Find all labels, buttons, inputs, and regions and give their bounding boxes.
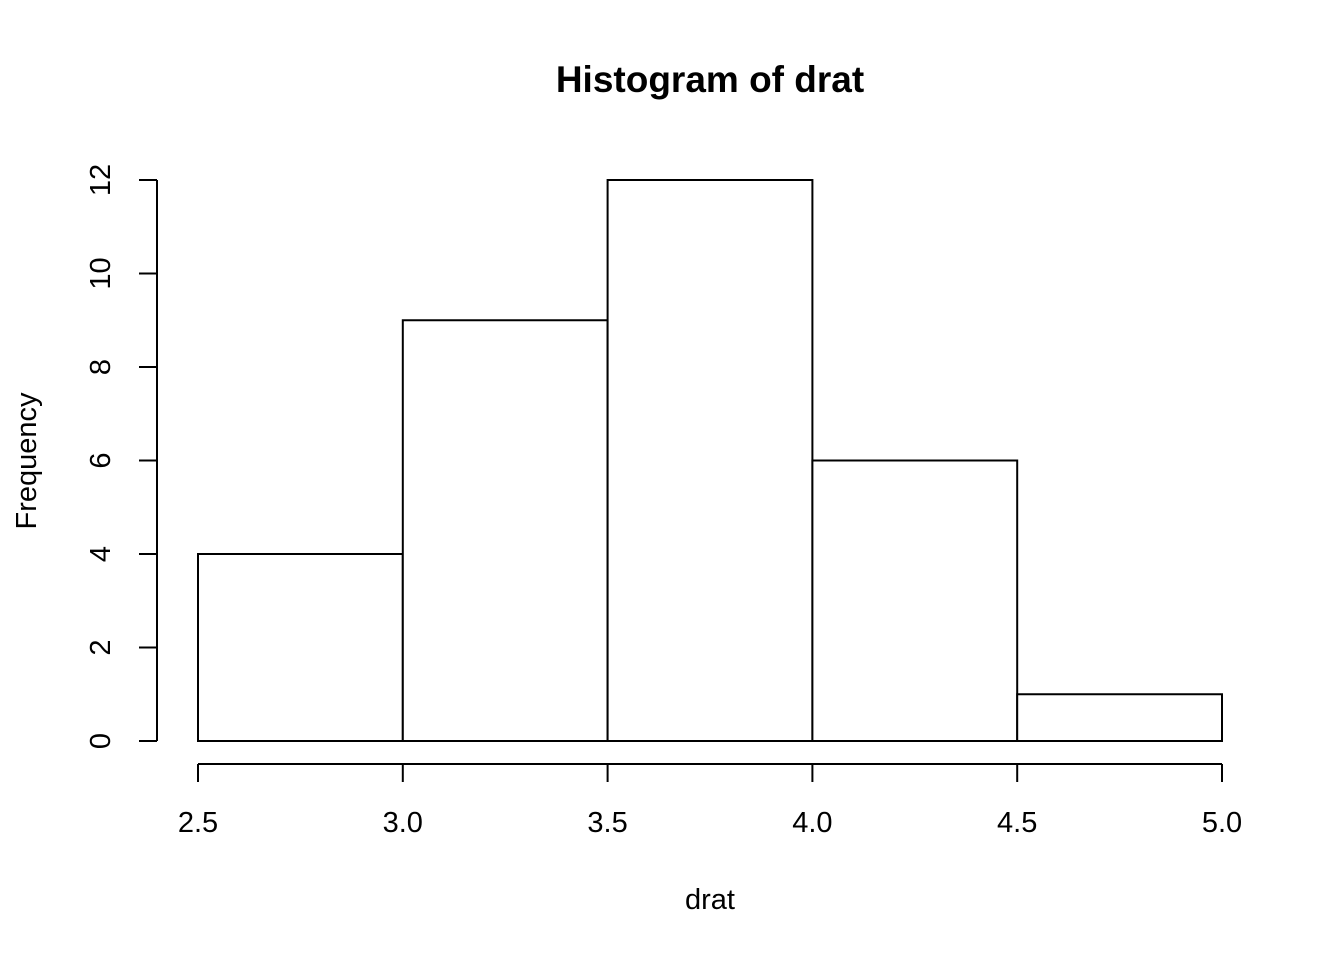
x-tick-label: 5.0 [1202, 807, 1242, 839]
x-tick-label: 4.0 [792, 807, 832, 839]
chart-title: Histogram of drat [556, 59, 864, 100]
histogram-bar-5 [1016, 693, 1224, 742]
x-axis: 2.5 3.0 3.5 4.0 4.5 5.0 [178, 763, 1242, 839]
y-tick-label: 8 [85, 359, 117, 375]
histogram-bar-4 [811, 459, 1019, 742]
histogram-bar-2 [401, 319, 609, 742]
y-axis-label: Frequency [11, 392, 43, 530]
y-tick-label: 12 [85, 164, 117, 196]
x-axis-label: drat [685, 884, 735, 916]
y-tick-label: 6 [85, 452, 117, 468]
x-tick-label: 4.5 [997, 807, 1037, 839]
y-tick-label: 4 [85, 546, 117, 562]
histogram-bar-3 [606, 179, 814, 742]
y-tick-label: 2 [85, 639, 117, 655]
y-tick-label: 10 [85, 257, 117, 289]
y-axis: 0 2 4 6 8 10 12 [85, 164, 158, 749]
y-tick-label: 0 [85, 733, 117, 749]
x-tick-label: 3.0 [383, 807, 423, 839]
histogram-bar-1 [197, 553, 404, 742]
bars-group [197, 179, 1224, 742]
x-tick-label: 2.5 [178, 807, 218, 839]
x-tick-label: 3.5 [587, 807, 627, 839]
